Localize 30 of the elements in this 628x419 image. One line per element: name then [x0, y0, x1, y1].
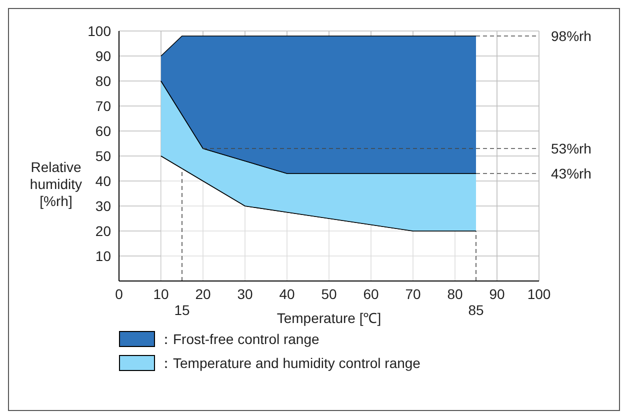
- y-tick-label: 60: [95, 122, 112, 139]
- y-tick-label: 80: [95, 72, 112, 89]
- ref-line-label: 15: [174, 302, 190, 318]
- y-tick-label: 30: [95, 198, 112, 214]
- ref-line-label: 53%rh: [551, 140, 592, 156]
- x-axis-title: Temperature [℃]: [276, 310, 382, 326]
- ref-line-label: 43%rh: [551, 165, 592, 182]
- x-tick-label: 80: [447, 286, 463, 302]
- x-tick-label: 10: [153, 286, 169, 302]
- legend-label: ：Temperature and humidity control range: [159, 354, 420, 373]
- x-tick-label: 0: [115, 286, 124, 302]
- y-tick-label: 40: [95, 172, 112, 189]
- x-tick-label: 70: [405, 286, 421, 302]
- y-tick-label: 90: [95, 48, 112, 64]
- x-tick-label: 90: [489, 286, 505, 302]
- x-tick-label: 100: [527, 286, 551, 302]
- x-tick-label: 50: [321, 286, 337, 302]
- ref-line-label: 85: [468, 302, 484, 318]
- x-tick-label: 30: [237, 286, 253, 302]
- x-tick-label: 40: [279, 286, 295, 302]
- y-tick-label: 50: [95, 148, 112, 164]
- y-tick-label: 70: [95, 98, 112, 114]
- x-tick-label: 60: [363, 286, 379, 302]
- y-axis-title: Relative humidity [%rh]: [30, 159, 82, 209]
- ref-line-label: 98%rh: [551, 28, 592, 44]
- y-tick-label: 100: [88, 22, 112, 39]
- y-tick-label: 10: [95, 248, 112, 264]
- x-tick-label: 20: [195, 286, 211, 302]
- y-tick-label: 20: [95, 222, 112, 239]
- legend-label: ：Frost-free control range: [159, 330, 320, 349]
